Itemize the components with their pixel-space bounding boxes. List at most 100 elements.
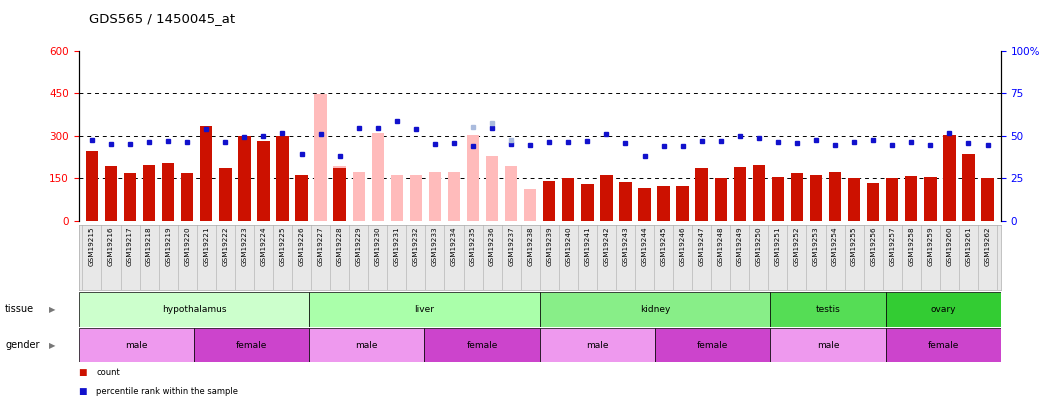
Bar [582,184,593,221]
Text: GSM19262: GSM19262 [984,227,990,266]
Bar [162,162,174,221]
Text: GSM19230: GSM19230 [375,227,380,266]
Text: GSM19218: GSM19218 [146,227,152,266]
Text: GSM19261: GSM19261 [965,227,971,266]
Text: GSM19258: GSM19258 [909,227,914,266]
Bar [143,165,155,221]
Text: GSM19254: GSM19254 [832,227,838,266]
Bar [296,175,308,221]
Bar [410,175,422,221]
Text: GSM19247: GSM19247 [699,227,704,266]
Text: GSM19233: GSM19233 [432,227,438,266]
Text: GSM19236: GSM19236 [489,227,495,266]
Text: GSM19260: GSM19260 [946,227,953,266]
Text: testis: testis [815,305,840,314]
Bar [657,186,670,221]
Bar [655,328,770,362]
Bar [562,178,574,221]
Text: male: male [586,341,609,350]
Bar [886,178,898,221]
Bar [540,292,770,327]
Bar [886,328,1001,362]
Bar [309,328,424,362]
Bar [543,181,555,221]
Bar [540,328,655,362]
Bar [943,135,956,221]
Bar [771,177,784,221]
Text: gender: gender [5,340,40,350]
Bar [181,173,194,221]
Bar [924,177,937,221]
Bar [829,172,842,221]
Text: tissue: tissue [5,305,35,314]
Bar [505,166,518,221]
Bar [524,189,537,221]
Text: GSM19221: GSM19221 [203,227,210,266]
Text: GSM19253: GSM19253 [813,227,818,266]
Text: ovary: ovary [931,305,956,314]
Text: female: female [927,341,959,350]
Text: GSM19252: GSM19252 [794,227,800,266]
Text: male: male [816,341,839,350]
Text: GSM19228: GSM19228 [336,227,343,266]
Text: GSM19226: GSM19226 [299,227,305,266]
Text: GSM19220: GSM19220 [184,227,190,266]
Text: GSM19245: GSM19245 [660,227,667,266]
Text: GSM19217: GSM19217 [127,227,133,266]
Text: GSM19246: GSM19246 [680,227,685,266]
Bar [277,136,288,221]
Bar [752,165,765,221]
Text: GSM19224: GSM19224 [261,227,266,266]
Bar [619,181,632,221]
Bar [810,175,823,221]
Bar [238,136,250,221]
Text: female: female [466,341,498,350]
Text: GSM19239: GSM19239 [546,227,552,266]
Bar [194,328,309,362]
Bar [886,292,1001,327]
Text: ▶: ▶ [49,341,56,350]
Text: GSM19241: GSM19241 [585,227,590,266]
Bar [638,188,651,221]
Text: GSM19256: GSM19256 [870,227,876,266]
Text: GSM19248: GSM19248 [718,227,724,266]
Bar [867,183,879,221]
Bar [424,328,540,362]
Text: count: count [96,368,121,377]
Bar [676,186,689,221]
Bar [905,176,917,221]
Bar [352,172,365,221]
Text: GSM19227: GSM19227 [318,227,324,266]
Text: GSM19222: GSM19222 [222,227,228,266]
Bar [848,178,860,221]
Text: GSM19243: GSM19243 [623,227,629,266]
Bar [715,178,727,221]
Bar [447,172,460,221]
Text: liver: liver [414,305,435,314]
Text: GSM19234: GSM19234 [451,227,457,266]
Bar [696,168,707,221]
Text: female: female [236,341,267,350]
Bar [391,175,403,221]
Text: GSM19238: GSM19238 [527,227,533,266]
Bar [372,133,384,221]
Text: GSM19251: GSM19251 [774,227,781,266]
Bar [791,173,803,221]
Text: GSM19249: GSM19249 [737,227,743,266]
Bar [219,168,232,221]
Bar [770,328,886,362]
Text: GSM19235: GSM19235 [471,227,476,266]
Text: female: female [697,341,728,350]
Bar [333,166,346,221]
Text: hypothalamus: hypothalamus [161,305,226,314]
Bar [257,141,269,221]
Text: GSM19242: GSM19242 [604,227,609,266]
Bar [86,151,99,221]
Text: GSM19231: GSM19231 [394,227,399,266]
Text: GSM19225: GSM19225 [280,227,285,266]
Bar [486,156,498,221]
Bar [200,126,213,221]
Text: GSM19232: GSM19232 [413,227,419,266]
Bar [734,167,746,221]
Bar [314,94,327,221]
